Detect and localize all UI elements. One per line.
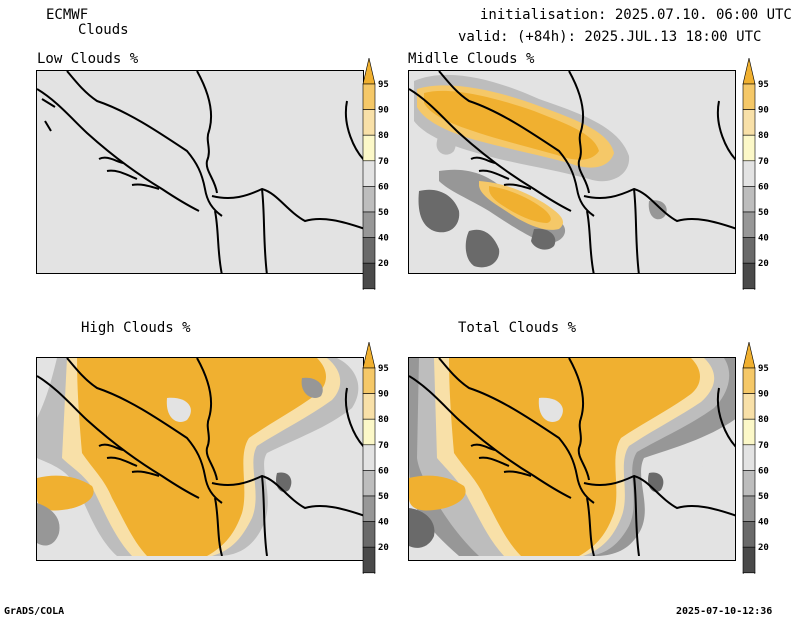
colorbar-tick-label: 40 [758, 234, 769, 244]
colorbar-tick-label: 95 [758, 80, 769, 90]
colorbar-segment [362, 521, 376, 548]
colorbar-top-arrow [742, 58, 756, 85]
valid-time: valid: (+84h): 2025.JUL.13 18:00 UTC [458, 29, 762, 45]
colorbar-segment [742, 444, 756, 471]
colorbar-tick-label: 50 [758, 208, 769, 218]
init-time: initialisation: 2025.07.10. 06:00 UTC [480, 7, 792, 23]
map-total-clouds [409, 358, 735, 556]
colorbar-top-arrow [742, 342, 756, 369]
colorbar-tick-label: 90 [378, 106, 389, 116]
colorbar-tick-label: 95 [758, 364, 769, 374]
colorbar-segment [742, 83, 756, 110]
colorbar-tick-label: 50 [378, 492, 389, 502]
colorbar-segment [362, 418, 376, 446]
product-name: Clouds [78, 22, 129, 38]
colorbar-segment [362, 211, 376, 238]
colorbar-tick-label: 20 [758, 259, 769, 269]
colorbar-tick-label: 70 [378, 441, 389, 451]
footer-timestamp: 2025-07-10-12:36 [676, 606, 773, 617]
colorbar-tick-label: 95 [378, 364, 389, 374]
colorbar-bottom-arrow [742, 572, 756, 574]
colorbar-segment [362, 262, 376, 290]
colorbar-tick-label: 80 [758, 415, 769, 425]
colorbar-svg: 95 90 80 70 60 50 40 20 [742, 58, 769, 290]
colorbar-segment [742, 262, 756, 290]
colorbar-tick-label: 60 [758, 182, 769, 192]
colorbar-tick-label: 80 [758, 131, 769, 141]
map-panel-middle-clouds [408, 70, 736, 274]
colorbar-segment [742, 546, 756, 574]
colorbar-svg: 95 90 80 70 60 50 40 20 [362, 342, 389, 574]
colorbar-svg: 95 90 80 70 60 50 40 20 [742, 342, 769, 574]
colorbar-segment [742, 109, 756, 136]
colorbar-tick-label: 20 [378, 259, 389, 269]
colorbar-segment [742, 521, 756, 548]
colorbar-segment [362, 495, 376, 522]
map-low-clouds [37, 71, 363, 273]
panel-title-low: Low Clouds % [37, 51, 139, 67]
colorbar-segment [362, 444, 376, 471]
panel-title-middle: Midlle Clouds % [408, 51, 535, 67]
colorbar-segment [742, 160, 756, 187]
colorbar-segment [362, 367, 376, 394]
footer-software: GrADS/COLA [4, 606, 65, 617]
colorbar-tick-label: 50 [758, 492, 769, 502]
colorbar-tick-label: 80 [378, 131, 389, 141]
colorbar-segment [362, 83, 376, 110]
colorbar-bottom-arrow [362, 288, 376, 290]
colorbar-tick-label: 60 [378, 466, 389, 476]
map-high-clouds [37, 358, 363, 556]
map-middle-clouds [409, 71, 735, 273]
colorbar-tick-label: 90 [758, 106, 769, 116]
colorbar-tick-label: 70 [758, 441, 769, 451]
colorbar-segment [362, 546, 376, 574]
colorbar-tick-label: 20 [758, 543, 769, 553]
colorbar-tick-label: 20 [378, 543, 389, 553]
model-name: ECMWF [46, 7, 89, 23]
colorbar-tick-label: 50 [378, 208, 389, 218]
colorbar-tick-label: 60 [378, 182, 389, 192]
colorbar-bottom-arrow [742, 288, 756, 290]
colorbar-top-arrow [362, 58, 376, 85]
colorbar-segment [362, 109, 376, 136]
colorbar-segment [742, 237, 756, 264]
colorbar-segment [742, 134, 756, 162]
colorbar-segment [742, 470, 756, 497]
colorbar-segment [742, 186, 756, 213]
colorbar-segment [362, 470, 376, 497]
panel-title-total: Total Clouds % [458, 320, 577, 336]
colorbar-tick-label: 70 [758, 157, 769, 167]
colorbar-bottom-right: 95 90 80 70 60 50 40 20 [740, 342, 784, 574]
colorbar-segment [742, 495, 756, 522]
map-panel-high-clouds [36, 357, 364, 561]
colorbar-segment [362, 160, 376, 187]
panel-title-high: High Clouds % [81, 320, 191, 336]
colorbar-top-left: 95 90 80 70 60 50 40 20 [360, 58, 404, 290]
map-panel-total-clouds [408, 357, 736, 561]
colorbar-segment [362, 393, 376, 420]
colorbar-tick-label: 40 [378, 234, 389, 244]
colorbar-segment [742, 418, 756, 446]
colorbar-tick-label: 40 [758, 518, 769, 528]
colorbar-tick-label: 90 [378, 390, 389, 400]
colorbar-segment [362, 134, 376, 162]
colorbar-segment [362, 237, 376, 264]
colorbar-segment [742, 211, 756, 238]
colorbar-top-arrow [362, 342, 376, 369]
colorbar-bottom-arrow [362, 572, 376, 574]
colorbar-tick-label: 95 [378, 80, 389, 90]
colorbar-tick-label: 70 [378, 157, 389, 167]
colorbar-segment [362, 186, 376, 213]
colorbar-bottom-left: 95 90 80 70 60 50 40 20 [360, 342, 404, 574]
colorbar-segment [742, 367, 756, 394]
map-panel-low-clouds [36, 70, 364, 274]
colorbar-svg: 95 90 80 70 60 50 40 20 [362, 58, 389, 290]
colorbar-tick-label: 80 [378, 415, 389, 425]
colorbar-tick-label: 60 [758, 466, 769, 476]
colorbar-tick-label: 90 [758, 390, 769, 400]
colorbar-tick-label: 40 [378, 518, 389, 528]
colorbar-segment [742, 393, 756, 420]
colorbar-top-right: 95 90 80 70 60 50 40 20 [740, 58, 784, 290]
